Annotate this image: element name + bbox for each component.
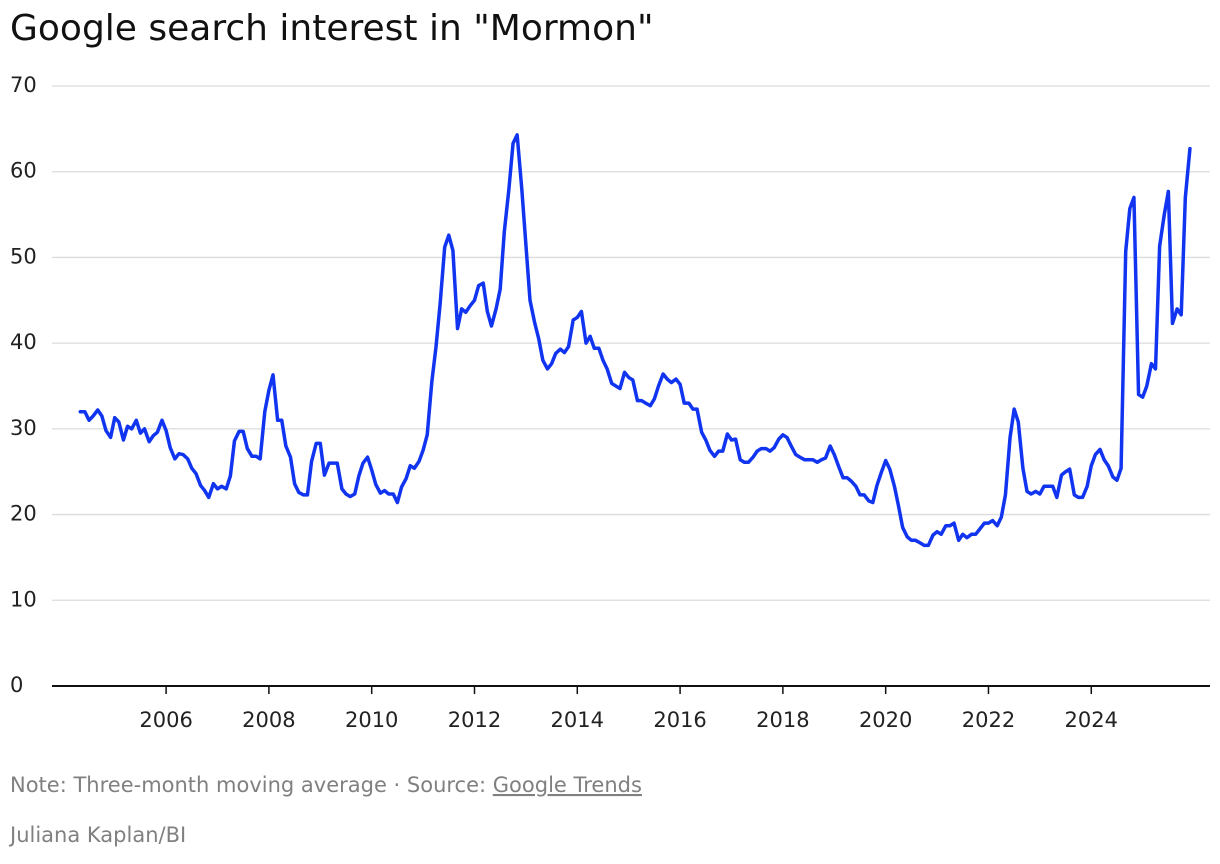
y-tick-label: 10 bbox=[10, 587, 37, 611]
x-tick-label: 2012 bbox=[448, 708, 501, 732]
x-tick-label: 2020 bbox=[859, 708, 912, 732]
line-series bbox=[78, 133, 1192, 548]
x-tick-label: 2010 bbox=[345, 708, 398, 732]
y-tick-label: 20 bbox=[10, 502, 37, 526]
y-tick-label: 70 bbox=[10, 73, 37, 97]
x-tick-label: 2018 bbox=[756, 708, 809, 732]
note: Note: Three-month moving average · Sourc… bbox=[10, 773, 642, 797]
y-tick-label: 50 bbox=[10, 244, 37, 268]
x-tick-label: 2022 bbox=[962, 708, 1015, 732]
x-tick-label: 2008 bbox=[242, 708, 295, 732]
y-tick-label: 30 bbox=[10, 416, 37, 440]
chart-title: Google search interest in "Mormon" bbox=[10, 8, 654, 49]
x-tick-label: 2024 bbox=[1065, 708, 1118, 732]
credit: Juliana Kaplan/BI bbox=[8, 823, 186, 847]
y-tick-label: 40 bbox=[10, 330, 37, 354]
plot bbox=[78, 133, 1192, 548]
grid: 0 10 20 30 40 50 60 70 2006 2008 2010 2012 2014 2016 2… bbox=[10, 73, 1210, 732]
x-tick-label: 2006 bbox=[139, 708, 192, 732]
x-tick-label: 2014 bbox=[551, 708, 604, 732]
y-tick-label: 60 bbox=[10, 159, 37, 183]
note-text: Note: Three-month moving average · Sourc… bbox=[10, 773, 493, 797]
source-link[interactable]: Google Trends bbox=[493, 773, 642, 797]
x-tick-label: 2016 bbox=[653, 708, 706, 732]
y-tick-label: 0 bbox=[10, 673, 23, 697]
